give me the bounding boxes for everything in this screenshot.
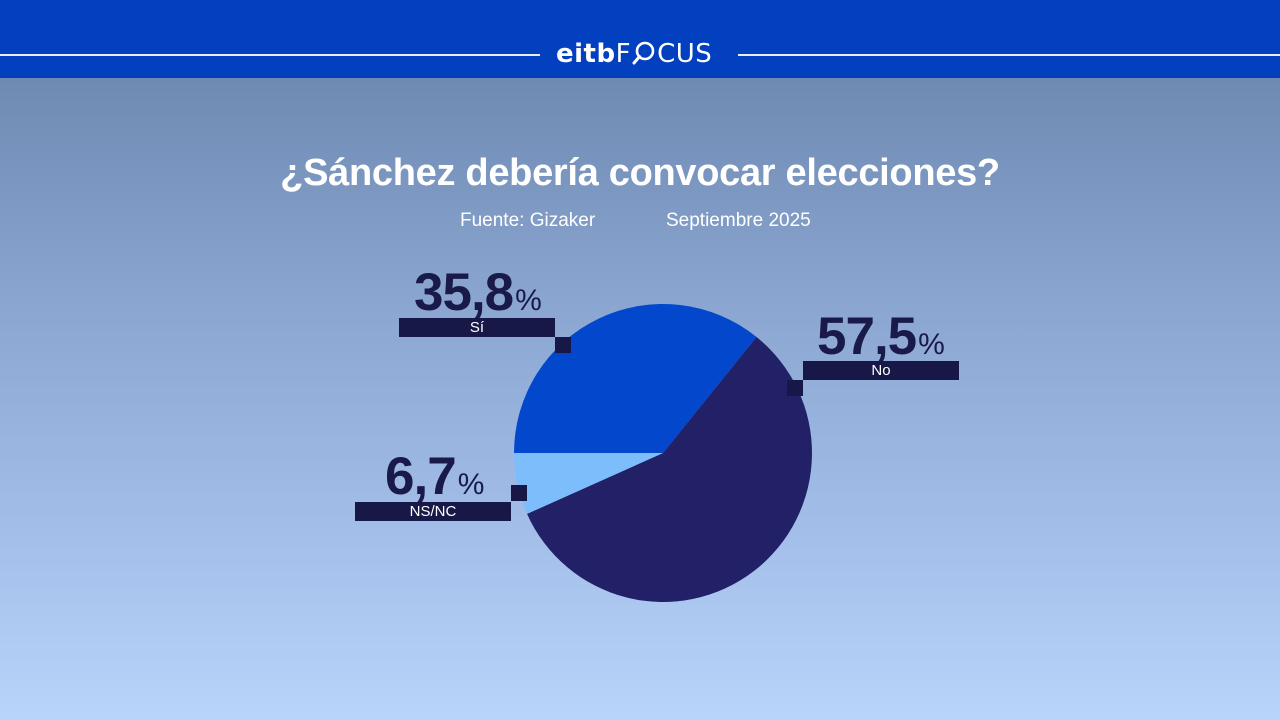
- pie-slice-si: [514, 303, 757, 453]
- no-value: 57,5: [817, 307, 917, 366]
- logo-focus: F CUS: [616, 39, 713, 69]
- pie-slice-no: [527, 337, 812, 602]
- nsnc-value: 6,7: [385, 447, 457, 506]
- nsnc-label: NS/NC: [355, 502, 511, 521]
- header-rule-right: [738, 54, 1280, 56]
- no-percent: 57,5%: [817, 310, 945, 363]
- si-percent-symbol: %: [515, 284, 542, 317]
- chart-date: Septiembre 2025: [666, 210, 811, 231]
- si-percent: 35,8%: [414, 266, 542, 319]
- header-rule-left: [0, 54, 540, 56]
- chart-source: Fuente: Gizaker: [460, 210, 596, 231]
- pie-slice-nsnc: [514, 453, 663, 514]
- si-label: Sí: [399, 318, 555, 337]
- si-value: 35,8: [414, 263, 514, 322]
- header-bar: eitb F CUS: [0, 0, 1280, 78]
- si-leader-block: [555, 337, 571, 353]
- nsnc-leader-block: [511, 485, 527, 501]
- logo-eitb: eitb: [556, 39, 616, 69]
- nsnc-percent: 6,7%: [385, 450, 484, 503]
- nsnc-percent-symbol: %: [457, 468, 485, 501]
- no-leader-block: [787, 380, 803, 396]
- logo-focus-prefix: F: [615, 39, 632, 69]
- magnifier-icon: [632, 41, 655, 65]
- chart-title: ¿Sánchez debería convocar elecciones?: [280, 152, 1000, 194]
- no-percent-symbol: %: [918, 328, 945, 361]
- logo-focus-suffix: CUS: [657, 39, 713, 69]
- eitb-focus-logo: eitb F CUS: [556, 36, 712, 72]
- no-label: No: [803, 361, 959, 380]
